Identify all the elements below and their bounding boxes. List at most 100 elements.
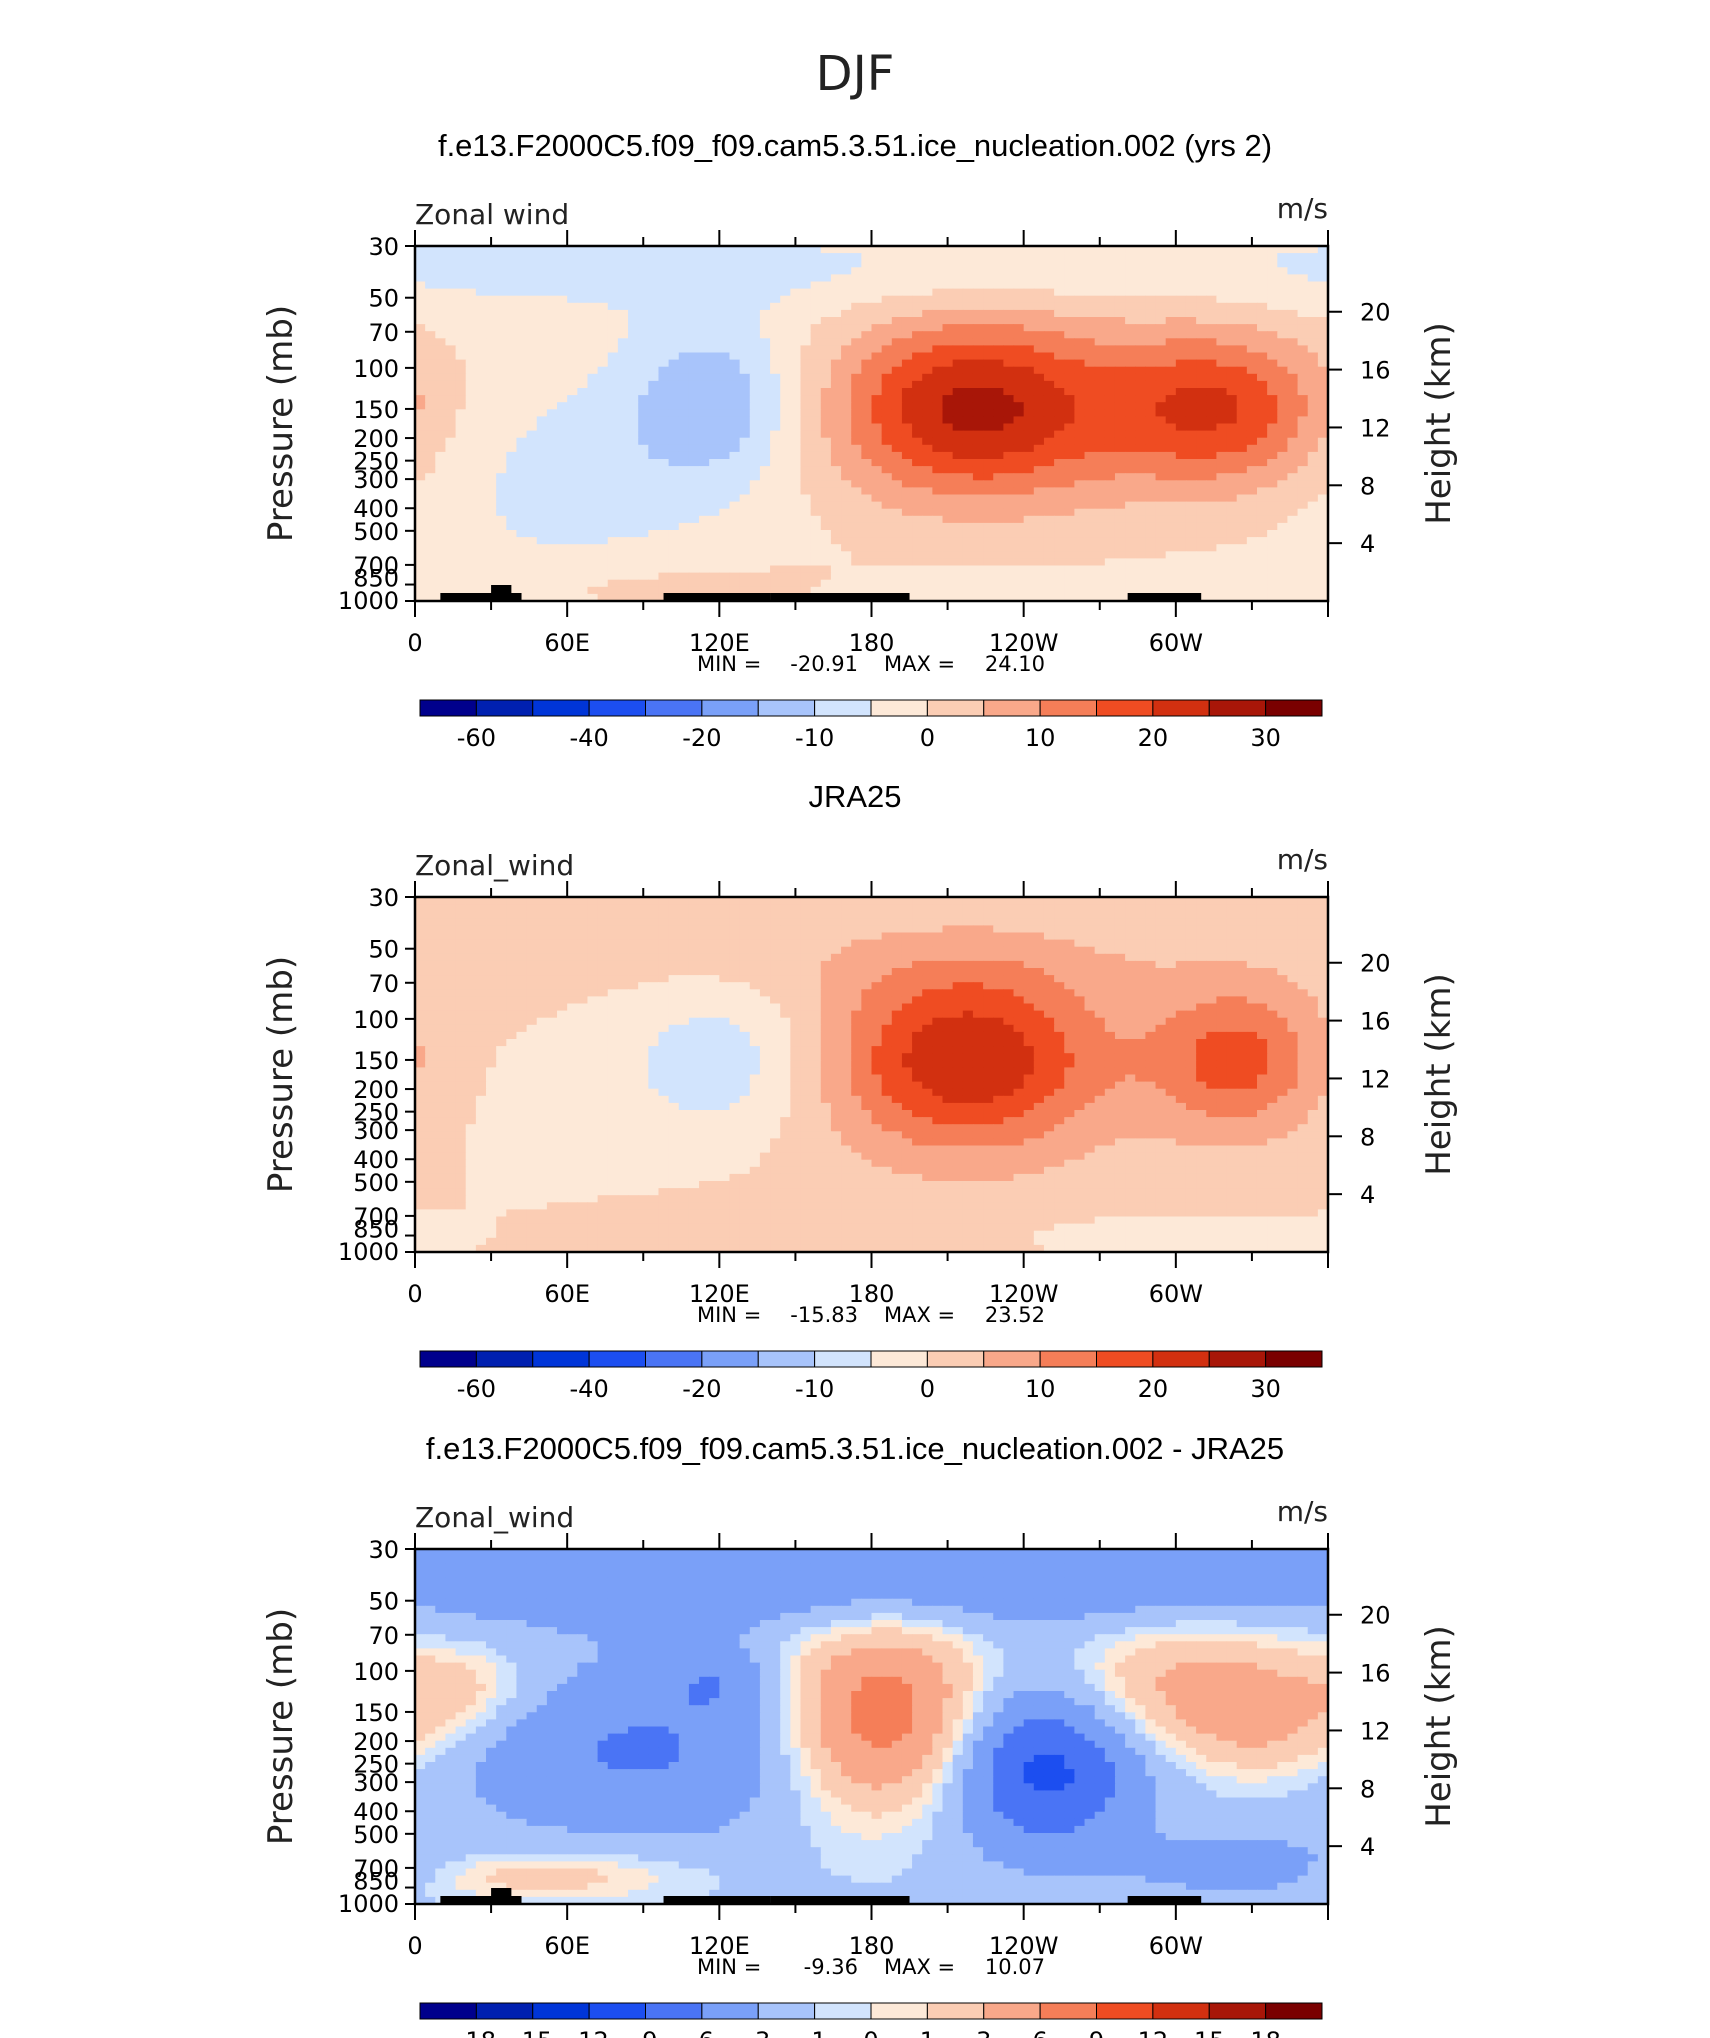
contour-cell: [993, 253, 1004, 261]
contour-cell: [668, 494, 680, 503]
contour-cell: [415, 897, 426, 905]
contour-cell: [790, 345, 802, 354]
contour-cell: [993, 380, 1004, 389]
contour-cell: [1317, 579, 1329, 588]
contour-cell: [557, 544, 568, 552]
contour-cell: [699, 515, 710, 524]
contour-cell: [1125, 473, 1136, 481]
contour-cell: [1165, 246, 1177, 254]
contour-cell: [1135, 402, 1146, 410]
contour-cell: [800, 352, 812, 361]
contour-cell: [1196, 508, 1207, 517]
contour-cell: [668, 267, 680, 275]
contour-cell: [1256, 395, 1268, 403]
contour-cell: [1003, 572, 1015, 581]
contour-cell: [567, 537, 578, 545]
contour-cell: [739, 373, 751, 382]
contour-cell: [597, 473, 609, 481]
contour-cell: [1054, 331, 1065, 339]
contour-cell: [942, 331, 954, 339]
contour-cell: [1165, 586, 1177, 595]
contour-cell: [1226, 281, 1238, 290]
contour-cell: [932, 459, 944, 467]
contour-cell: [922, 295, 933, 304]
contour-cell: [455, 473, 467, 481]
contour-cell: [496, 395, 507, 403]
contour-cell: [749, 558, 761, 567]
contour-cell: [1175, 459, 1187, 467]
contour-cell: [1084, 480, 1096, 488]
contour-cell: [922, 309, 933, 318]
contour-cell: [729, 409, 741, 417]
contour-cell: [759, 324, 771, 332]
contour-cell: [425, 897, 436, 905]
contour-cell: [1094, 515, 1106, 524]
contour-cell: [1165, 530, 1177, 538]
contour-cell: [577, 904, 589, 912]
contour-cell: [1277, 522, 1289, 531]
contour-cell: [709, 544, 720, 552]
contour-cell: [841, 267, 852, 275]
contour-cell: [901, 480, 913, 488]
contour-cell: [577, 579, 589, 588]
contour-cell: [536, 423, 548, 432]
contour-cell: [638, 359, 649, 368]
contour-cell: [425, 444, 436, 453]
contour-cell: [1125, 565, 1136, 574]
contour-cell: [445, 388, 457, 396]
contour-cell: [759, 345, 771, 354]
contour-cell: [617, 565, 629, 574]
contour-cell: [1135, 437, 1146, 446]
contour-cell: [719, 530, 731, 538]
pressure-tick-label: 500: [353, 518, 399, 546]
contour-cell: [536, 274, 548, 283]
contour-cell: [1185, 338, 1197, 346]
contour-cell: [607, 459, 619, 467]
contour-cell: [983, 565, 994, 574]
contour-cell: [1307, 466, 1319, 474]
contour-cell: [516, 904, 528, 912]
pressure-tick-label: 50: [368, 285, 399, 313]
contour-cell: [1236, 487, 1248, 496]
contour-cell: [871, 501, 883, 510]
contour-cell: [912, 388, 923, 396]
contour-cell: [1054, 897, 1065, 905]
contour-cell: [516, 267, 528, 275]
contour-cell: [932, 522, 944, 531]
contour-cell: [506, 352, 518, 361]
contour-cell: [962, 466, 974, 474]
contour-cell: [861, 324, 873, 332]
contour-cell: [587, 586, 599, 595]
contour-cell: [1125, 366, 1136, 375]
contour-cell: [435, 522, 447, 531]
contour-cell: [841, 402, 852, 410]
contour-cell: [445, 544, 457, 552]
contour-cell: [516, 246, 528, 254]
contour-cell: [1074, 260, 1086, 268]
contour-cell: [942, 416, 954, 425]
contour-cell: [1104, 345, 1116, 354]
contour-cell: [922, 437, 933, 446]
contour-cell: [455, 904, 467, 912]
contour-cell: [729, 444, 741, 453]
contour-cell: [962, 395, 974, 403]
contour-cell: [780, 416, 791, 425]
contour-cell: [709, 388, 720, 396]
contour-cell: [1013, 274, 1025, 283]
contour-cell: [445, 480, 457, 488]
contour-cell: [628, 558, 639, 567]
contour-cell: [1114, 558, 1126, 567]
contour-cell: [1023, 295, 1035, 304]
contour-cell: [536, 309, 548, 318]
contour-cell: [1206, 359, 1218, 368]
contour-cell: [1226, 565, 1238, 574]
contour-cell: [780, 288, 791, 297]
contour-cell: [1216, 430, 1228, 439]
contour-cell: [1033, 459, 1045, 467]
contour-cell: [1023, 366, 1035, 375]
contour-cell: [942, 274, 954, 283]
contour-cell: [567, 515, 578, 524]
contour-cell: [1084, 544, 1096, 552]
contour-cell: [1094, 565, 1106, 574]
contour-cell: [871, 579, 883, 588]
